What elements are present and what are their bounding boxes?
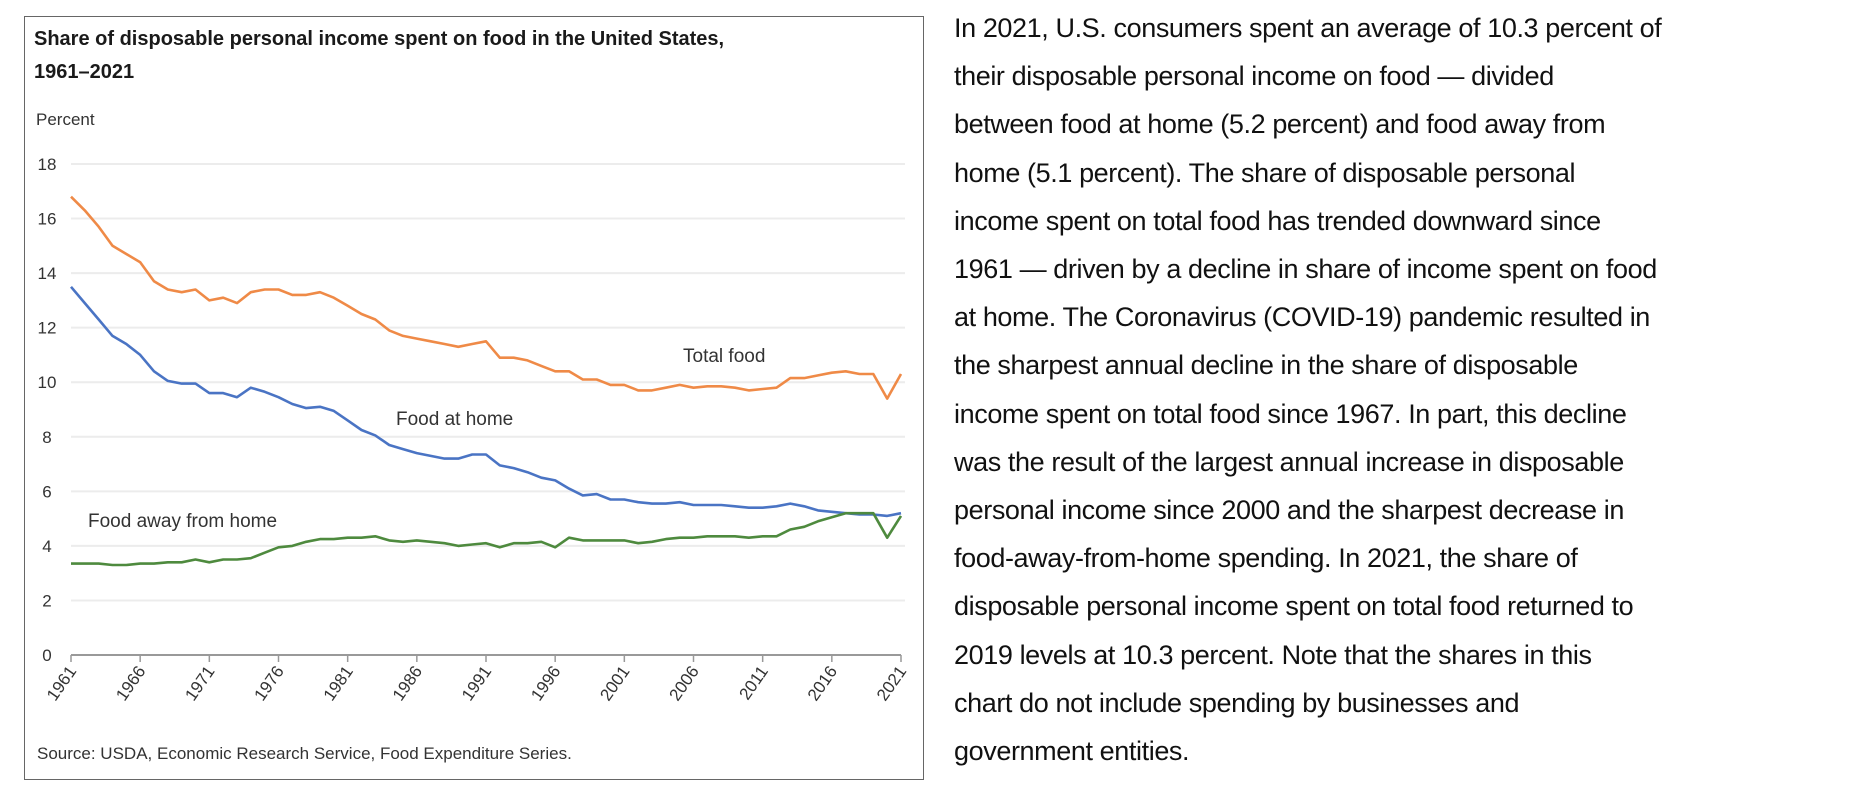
description-line: food-away-from-home spending. In 2021, t… [954, 543, 1578, 574]
y-tick-label: 2 [42, 591, 51, 610]
description-text: In 2021, U.S. consumers spent an average… [954, 4, 1844, 775]
y-tick-label: 10 [38, 373, 57, 392]
x-tick-label: 1996 [527, 662, 564, 704]
y-tick-label: 12 [38, 319, 57, 338]
series-label-food-at-home: Food at home [396, 409, 513, 430]
description-line: disposable personal income spent on tota… [954, 591, 1634, 622]
description-line: personal income since 2000 and the sharp… [954, 495, 1624, 526]
x-tick-label: 1961 [43, 662, 80, 704]
chart-title: Share of disposable personal income spen… [34, 28, 724, 50]
y-tick-label: 4 [42, 537, 51, 556]
x-tick-label: 1986 [389, 662, 426, 704]
y-tick-label: 14 [38, 264, 57, 283]
description-line: was the result of the largest annual inc… [954, 446, 1624, 477]
y-tick-label: 6 [42, 482, 51, 501]
description-line: government entities. [954, 736, 1190, 767]
series-label-total-food: Total food [683, 346, 765, 367]
description-line: income spent on total food since 1967. I… [954, 398, 1627, 429]
line-chart: Share of disposable personal income spen… [34, 28, 910, 763]
x-tick-label: 1981 [320, 662, 357, 704]
series-line-food-at-home [70, 285, 902, 518]
chart-panel: Share of disposable personal income spen… [24, 16, 924, 780]
chart-title-years: 1961–2021 [34, 61, 134, 83]
description-line: chart do not include spending by busines… [954, 687, 1520, 718]
description-line: between food at home (5.2 percent) and f… [954, 109, 1606, 140]
x-tick-label: 2006 [666, 662, 703, 704]
description-line: 2019 levels at 10.3 percent. Note that t… [954, 639, 1592, 670]
source-note: Source: USDA, Economic Research Service,… [37, 744, 572, 763]
series-line-total-food [70, 195, 903, 400]
description-line: their disposable personal income on food… [954, 61, 1554, 92]
description-line: the sharpest annual decline in the share… [954, 350, 1578, 381]
y-axis-label: Percent [36, 110, 95, 129]
description-line: 1961 — driven by a decline in share of i… [954, 254, 1657, 285]
y-tick-label: 18 [38, 155, 57, 174]
x-tick-label: 2016 [804, 662, 841, 704]
x-tick-label: 1991 [458, 662, 495, 704]
y-tick-label: 8 [42, 428, 51, 447]
x-tick-label: 2001 [596, 662, 633, 704]
description-line: income spent on total food has trended d… [954, 205, 1601, 236]
description-line: at home. The Coronavirus (COVID-19) pand… [954, 302, 1650, 333]
description-line: home (5.1 percent). The share of disposa… [954, 157, 1576, 188]
series-label-food-away-from-home: Food away from home [88, 511, 277, 532]
x-tick-label: 1966 [112, 662, 149, 704]
x-tick-label: 2011 [735, 662, 772, 703]
x-tick-label: 1976 [251, 662, 288, 704]
y-tick-label: 16 [38, 210, 57, 229]
series-line-food-away-from-home [71, 511, 903, 567]
description-line: In 2021, U.S. consumers spent an average… [954, 13, 1662, 43]
x-tick-label: 1971 [181, 662, 218, 704]
y-tick-label: 0 [42, 646, 51, 665]
x-tick-label: 2021 [873, 662, 910, 704]
